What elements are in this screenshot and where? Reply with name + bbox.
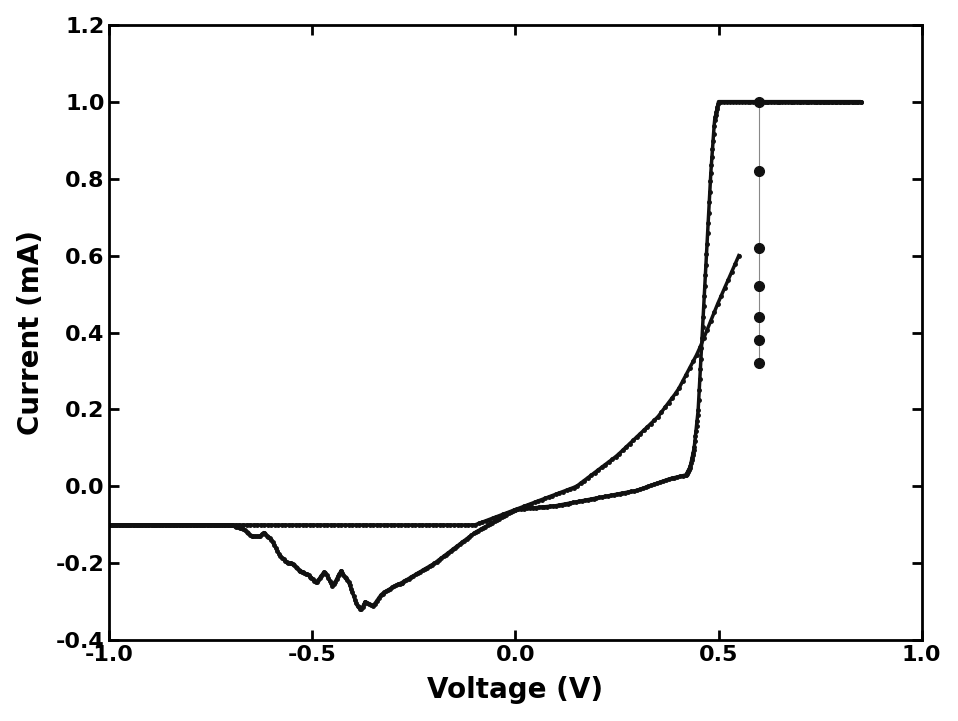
- Y-axis label: Current (mA): Current (mA): [16, 230, 45, 435]
- X-axis label: Voltage (V): Voltage (V): [427, 676, 604, 704]
